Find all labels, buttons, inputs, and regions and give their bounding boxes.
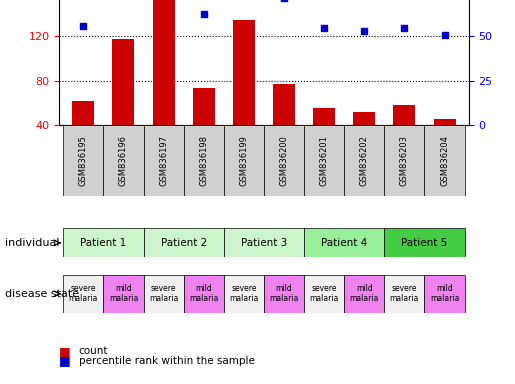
Text: GSM836195: GSM836195	[79, 135, 88, 186]
Bar	[233, 20, 255, 125]
Text: GSM836199: GSM836199	[239, 135, 248, 186]
Bar	[63, 275, 104, 313]
Text: GSM836197: GSM836197	[159, 135, 168, 186]
Bar	[393, 105, 416, 125]
Text: ■: ■	[59, 345, 71, 358]
Text: GSM836202: GSM836202	[360, 135, 369, 186]
Text: mild
malaria: mild malaria	[430, 284, 459, 303]
Bar	[72, 101, 94, 125]
Text: GSM836196: GSM836196	[119, 135, 128, 186]
Bar	[112, 39, 134, 125]
Bar	[384, 228, 465, 257]
Bar	[184, 125, 224, 196]
Bar	[264, 275, 304, 313]
Point	[320, 25, 328, 31]
Text: GSM836204: GSM836204	[440, 135, 449, 186]
Bar	[224, 228, 304, 257]
Text: Patient 1: Patient 1	[80, 238, 127, 248]
Bar	[152, 0, 175, 125]
Bar	[104, 125, 144, 196]
Text: mild
malaria: mild malaria	[109, 284, 138, 303]
Bar	[424, 275, 465, 313]
Point	[440, 31, 449, 38]
Bar	[304, 275, 344, 313]
Text: ■: ■	[59, 354, 71, 367]
Bar	[264, 125, 304, 196]
Bar	[304, 125, 344, 196]
Text: percentile rank within the sample: percentile rank within the sample	[79, 356, 255, 366]
Bar	[434, 119, 456, 125]
Bar	[144, 275, 184, 313]
Text: mild
malaria: mild malaria	[350, 284, 379, 303]
Text: severe
malaria: severe malaria	[229, 284, 259, 303]
Bar	[104, 275, 144, 313]
Bar	[424, 125, 465, 196]
Bar	[344, 275, 384, 313]
Text: mild
malaria: mild malaria	[189, 284, 218, 303]
Text: mild
malaria: mild malaria	[269, 284, 299, 303]
Text: Patient 5: Patient 5	[401, 238, 448, 248]
Bar	[63, 228, 144, 257]
Text: severe
malaria: severe malaria	[149, 284, 178, 303]
Bar	[304, 228, 384, 257]
Text: disease state: disease state	[5, 289, 79, 299]
Text: individual: individual	[5, 238, 60, 248]
Bar	[384, 275, 424, 313]
Bar	[224, 275, 264, 313]
Text: severe
malaria: severe malaria	[310, 284, 339, 303]
Bar	[224, 125, 264, 196]
Bar	[384, 125, 424, 196]
Bar	[344, 125, 384, 196]
Bar	[63, 125, 104, 196]
Bar	[273, 84, 295, 125]
Text: GSM836200: GSM836200	[280, 135, 288, 186]
Text: Patient 2: Patient 2	[161, 238, 207, 248]
Text: GSM836198: GSM836198	[199, 135, 208, 186]
Point	[400, 25, 408, 31]
Text: severe
malaria: severe malaria	[390, 284, 419, 303]
Text: Patient 3: Patient 3	[241, 238, 287, 248]
Point	[360, 28, 368, 34]
Bar	[313, 108, 335, 125]
Point	[280, 0, 288, 1]
Text: Patient 4: Patient 4	[321, 238, 367, 248]
Text: GSM836203: GSM836203	[400, 135, 409, 186]
Text: GSM836201: GSM836201	[320, 135, 329, 186]
Text: count: count	[79, 346, 108, 356]
Bar	[184, 275, 224, 313]
Text: severe
malaria: severe malaria	[68, 284, 98, 303]
Point	[200, 10, 208, 17]
Bar	[353, 111, 375, 125]
Point	[79, 23, 88, 29]
Bar	[144, 125, 184, 196]
Bar	[193, 88, 215, 125]
Bar	[144, 228, 224, 257]
